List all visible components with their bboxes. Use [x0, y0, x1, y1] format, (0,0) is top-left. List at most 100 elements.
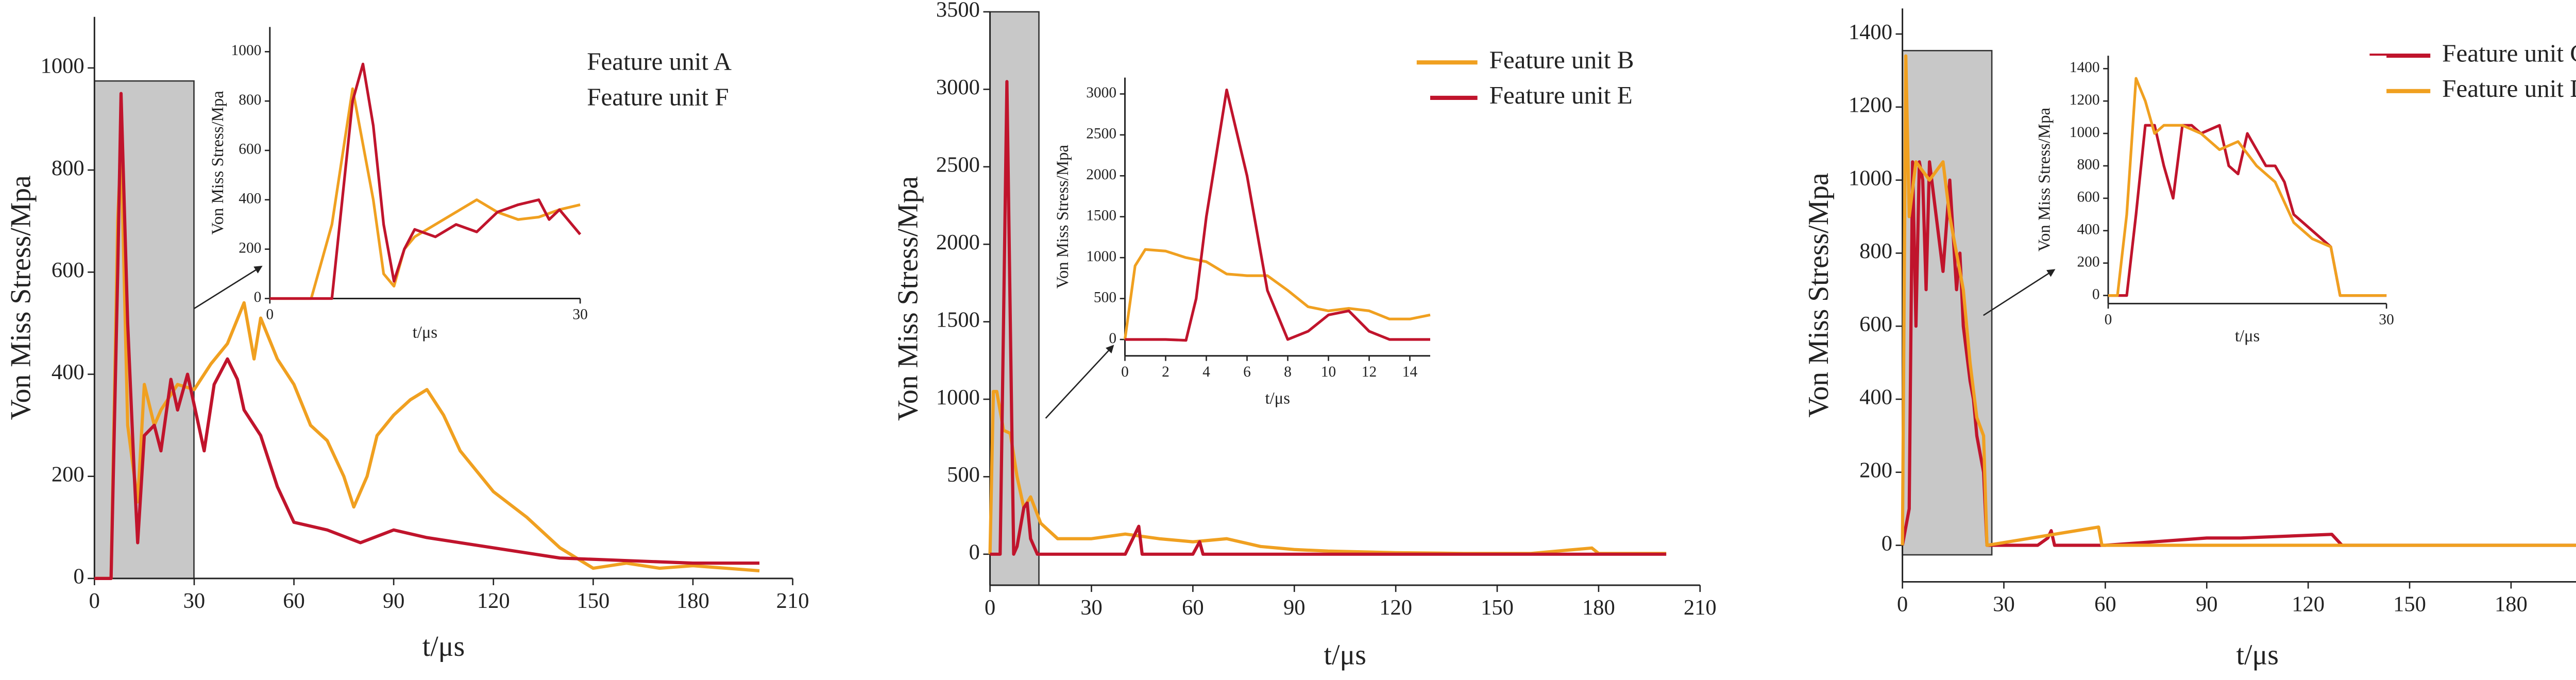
- series-line: [94, 143, 760, 580]
- zoom-arrow: [1045, 345, 1114, 419]
- y-axis-label: Von Miss Stress/Mpa: [892, 176, 924, 421]
- y-tick-label: 200: [239, 240, 261, 256]
- zoom-arrow: [193, 265, 263, 310]
- x-tick-label: 0: [985, 596, 995, 620]
- y-tick-label: 400: [239, 191, 261, 207]
- zoom-region: [94, 80, 195, 580]
- x-axis-label: t/μs: [1265, 389, 1290, 407]
- y-tick-label: 800: [239, 92, 261, 108]
- x-tick-label: 6: [1243, 364, 1251, 380]
- x-axis-label: t/μs: [2235, 327, 2260, 345]
- inset-background: [1125, 77, 1431, 356]
- y-tick-label: 1400: [1849, 20, 1892, 44]
- x-tick-label: 180: [1582, 596, 1615, 620]
- legend-label: Feature unit C: [2442, 39, 2576, 67]
- x-tick-label: 4: [1202, 364, 1210, 380]
- legend-label: Feature unit E: [1489, 81, 1633, 109]
- y-tick-label: 3000: [1086, 84, 1116, 101]
- y-tick-label: 800: [52, 156, 84, 180]
- legend-label: Feature unit F: [587, 82, 728, 111]
- y-tick-label: 200: [1859, 458, 1892, 483]
- x-axis-label: t/μs: [413, 324, 437, 342]
- series-line: [2108, 77, 2387, 297]
- x-tick-label: 12: [1362, 364, 1377, 380]
- y-tick-label: 1500: [1086, 207, 1116, 224]
- x-tick-label: 0: [2105, 311, 2112, 328]
- y-tick-label: 1000: [2070, 124, 2100, 141]
- x-tick-label: 0: [1121, 364, 1129, 380]
- x-tick-label: 180: [2495, 592, 2528, 616]
- x-tick-label: 150: [577, 589, 609, 613]
- series-line: [1123, 248, 1431, 340]
- y-tick-label: 400: [1859, 385, 1892, 410]
- x-axis-label: t/μs: [422, 631, 465, 662]
- y-tick-label: 0: [1109, 330, 1116, 347]
- y-tick-label: 800: [2077, 157, 2099, 173]
- y-tick-label: 1000: [1849, 166, 1892, 190]
- x-tick-label: 8: [1284, 364, 1292, 380]
- x-tick-label: 180: [676, 589, 709, 613]
- y-axis-label: Von Miss Stress/Mpa: [5, 175, 37, 420]
- x-tick-label: 150: [1481, 596, 1514, 620]
- x-tick-label: 30: [572, 307, 587, 323]
- y-tick-label: 600: [52, 258, 84, 282]
- x-tick-label: 150: [2393, 592, 2426, 616]
- y-tick-label: 2500: [936, 153, 980, 177]
- y-tick-label: 500: [1094, 289, 1116, 305]
- y-tick-label: 600: [2077, 189, 2099, 206]
- x-tick-label: 30: [1993, 592, 2015, 616]
- y-tick-label: 1500: [936, 308, 980, 332]
- x-tick-label: 30: [2379, 311, 2394, 328]
- y-tick-label: 0: [969, 540, 980, 565]
- series-line: [990, 80, 1667, 556]
- y-tick-label: 400: [52, 360, 84, 384]
- y-tick-label: 1000: [936, 385, 980, 410]
- inset-background: [269, 27, 581, 299]
- series-line: [94, 92, 760, 580]
- y-tick-label: 500: [947, 463, 980, 487]
- legend-label: Feature unit D: [2442, 74, 2576, 103]
- x-tick-label: 0: [266, 307, 274, 323]
- x-tick-label: 0: [1897, 592, 1908, 616]
- x-tick-label: 120: [2292, 592, 2325, 616]
- y-tick-label: 200: [52, 462, 84, 486]
- y-tick-label: 0: [73, 565, 84, 589]
- series-line: [2108, 124, 2387, 297]
- zoom-arrow: [1983, 269, 2056, 316]
- y-tick-label: 0: [1882, 531, 1892, 555]
- x-tick-label: 30: [1080, 596, 1103, 620]
- y-tick-label: 200: [2077, 253, 2099, 270]
- y-tick-label: 600: [239, 141, 261, 158]
- x-tick-label: 210: [776, 589, 809, 613]
- x-axis-label: t/μs: [1324, 639, 1366, 671]
- inset-background: [2108, 56, 2387, 304]
- x-tick-label: 60: [1182, 596, 1204, 620]
- y-tick-label: 400: [2077, 222, 2099, 238]
- y-tick-label: 600: [1859, 312, 1892, 336]
- y-axis-label: Von Miss Stress/Mpa: [1054, 145, 1072, 289]
- y-tick-label: 0: [254, 289, 262, 305]
- series-line: [1901, 54, 2576, 547]
- y-axis-label: Von Miss Stress/Mpa: [2035, 108, 2054, 252]
- x-tick-label: 0: [89, 589, 100, 613]
- y-tick-label: 1000: [1086, 248, 1116, 265]
- y-tick-label: 0: [2092, 286, 2100, 302]
- series-line: [1901, 160, 2576, 547]
- x-tick-label: 90: [383, 589, 405, 613]
- series-line: [269, 87, 581, 300]
- x-tick-label: 210: [1684, 596, 1717, 620]
- y-tick-label: 1400: [2070, 59, 2100, 76]
- x-tick-label: 90: [1283, 596, 1306, 620]
- y-tick-label: 800: [1859, 239, 1892, 263]
- x-tick-label: 10: [1321, 364, 1336, 380]
- x-tick-label: 60: [2094, 592, 2116, 616]
- y-tick-label: 1000: [41, 54, 84, 78]
- x-axis-label: t/μs: [2236, 639, 2279, 671]
- legend-label: Feature unit A: [587, 47, 732, 76]
- y-tick-label: 2000: [936, 230, 980, 254]
- y-tick-label: 2000: [1086, 166, 1116, 183]
- y-tick-label: 3000: [936, 75, 980, 99]
- x-tick-label: 120: [1379, 596, 1412, 620]
